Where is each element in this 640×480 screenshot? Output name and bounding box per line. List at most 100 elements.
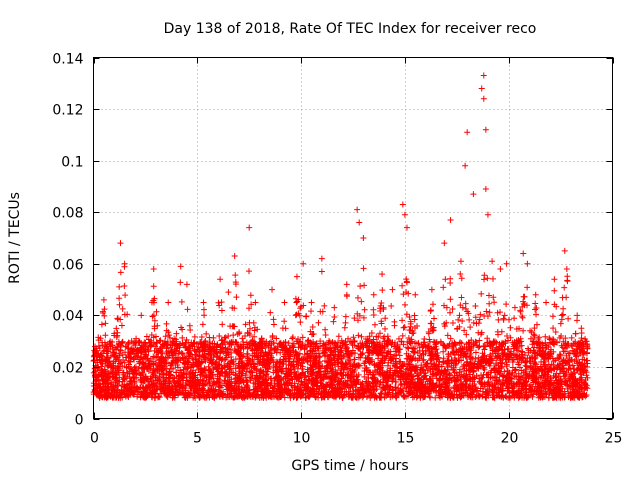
- data-point: [144, 382, 151, 389]
- data-point: [502, 393, 509, 400]
- data-point: [397, 376, 404, 383]
- data-point: [163, 320, 170, 327]
- data-point: [476, 337, 483, 344]
- data-point: [456, 312, 463, 319]
- data-point: [447, 280, 454, 287]
- data-point: [560, 305, 567, 312]
- data-point: [341, 324, 348, 331]
- data-point: [552, 384, 559, 391]
- data-point: [460, 354, 467, 361]
- data-point: [498, 328, 505, 335]
- data-point: [371, 361, 378, 368]
- data-point: [178, 298, 185, 305]
- data-point: [330, 318, 337, 325]
- data-point: [230, 332, 237, 339]
- data-point: [187, 327, 194, 334]
- data-point: [449, 306, 456, 313]
- data-point: [507, 324, 514, 331]
- data-point: [121, 283, 128, 290]
- data-point: [459, 304, 466, 311]
- data-point: [219, 393, 226, 400]
- data-point: [156, 394, 163, 401]
- data-point: [322, 332, 329, 339]
- data-point: [572, 351, 579, 358]
- data-point: [117, 269, 124, 276]
- data-point: [447, 296, 454, 303]
- data-point: [478, 290, 485, 297]
- data-point: [118, 322, 125, 329]
- data-point: [280, 368, 287, 375]
- data-point: [134, 347, 141, 354]
- data-point: [192, 351, 199, 358]
- data-point: [440, 284, 447, 291]
- data-point: [405, 345, 412, 352]
- data-point: [232, 347, 239, 354]
- data-point: [461, 365, 468, 372]
- data-point: [119, 338, 126, 345]
- data-point: [201, 312, 208, 319]
- data-point: [342, 345, 349, 352]
- data-point: [477, 311, 484, 318]
- data-point: [157, 337, 164, 344]
- data-point: [523, 358, 530, 365]
- data-point: [232, 281, 239, 288]
- data-point: [98, 321, 105, 328]
- data-point: [401, 301, 408, 308]
- data-point: [399, 282, 406, 289]
- data-point: [489, 275, 496, 282]
- data-point: [542, 371, 549, 378]
- data-point: [212, 359, 219, 366]
- data-point: [580, 390, 587, 397]
- data-point: [568, 342, 575, 349]
- data-point: [177, 367, 184, 374]
- data-point: [505, 337, 512, 344]
- data-point: [354, 317, 361, 324]
- data-point: [250, 319, 257, 326]
- data-point: [559, 311, 566, 318]
- data-point: [426, 336, 433, 343]
- data-point: [223, 394, 230, 401]
- data-point: [121, 311, 128, 318]
- data-point: [116, 283, 123, 290]
- data-point: [475, 344, 482, 351]
- data-point: [427, 320, 434, 327]
- data-point: [322, 326, 329, 333]
- data-point: [218, 337, 225, 344]
- data-point: [245, 355, 252, 362]
- data-point: [542, 333, 549, 340]
- data-point: [378, 318, 385, 325]
- data-point: [357, 283, 364, 290]
- data-point: [206, 380, 213, 387]
- data-point: [133, 335, 140, 342]
- data-point: [230, 323, 237, 330]
- data-point: [343, 293, 350, 300]
- data-point: [360, 265, 367, 272]
- data-point: [459, 318, 466, 325]
- data-point: [485, 292, 492, 299]
- data-point: [397, 382, 404, 389]
- data-point: [484, 275, 491, 282]
- data-point: [472, 303, 479, 310]
- data-point: [475, 329, 482, 336]
- data-point: [191, 340, 198, 347]
- data-point: [558, 316, 565, 323]
- data-point: [153, 308, 160, 315]
- data-point: [533, 305, 540, 312]
- data-point: [546, 335, 553, 342]
- data-point: [242, 321, 249, 328]
- data-point: [260, 353, 267, 360]
- data-point: [503, 359, 510, 366]
- data-point: [207, 382, 214, 389]
- data-point: [411, 312, 418, 319]
- data-point: [431, 315, 438, 322]
- data-point: [177, 279, 184, 286]
- data-point: [245, 305, 252, 312]
- data-point: [394, 389, 401, 396]
- data-point: [379, 287, 386, 294]
- data-point: [133, 352, 140, 359]
- data-point: [247, 292, 254, 299]
- data-point: [512, 366, 519, 373]
- data-point: [400, 291, 407, 298]
- data-point: [187, 378, 194, 385]
- data-point: [173, 330, 180, 337]
